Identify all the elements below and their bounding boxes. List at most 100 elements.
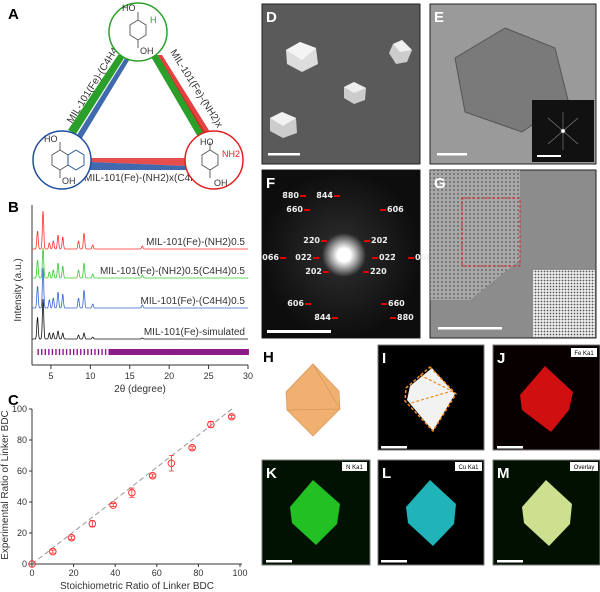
reflection-mark <box>183 349 185 355</box>
reflection-mark <box>168 349 170 355</box>
reflection-mark <box>209 349 212 355</box>
x-tick-label: 60 <box>152 568 162 578</box>
molecule-ndc <box>51 142 85 178</box>
x-tick-label: 25 <box>204 371 214 381</box>
edge-red-bottom <box>90 158 186 166</box>
cu-signal <box>406 480 456 546</box>
reflection-mark <box>131 349 133 355</box>
reflection-mark <box>159 349 161 355</box>
error-bar <box>189 445 195 450</box>
reflection-mark <box>151 349 153 355</box>
element-tag <box>570 462 598 471</box>
reflection-mark <box>152 349 155 355</box>
x-tick-label: 0 <box>29 568 34 578</box>
h-substituent: H <box>150 15 157 25</box>
panel-a: A MIL-101(Fe)-(C4H4)x MIL-101(Fe)-(NH2)x… <box>8 2 244 190</box>
panel-g-hrtem-image: G <box>429 169 597 339</box>
panel-k-n-map: K N Ka1 <box>261 459 371 566</box>
error-bar <box>89 520 95 528</box>
reflection-mark <box>126 349 128 355</box>
reflection-mark <box>171 349 174 355</box>
error-bar <box>69 535 75 540</box>
diffraction-spot-marker <box>300 195 306 197</box>
panel-label-k: K <box>266 465 277 482</box>
element-tag-label: Overlay <box>574 465 595 471</box>
reflection-mark <box>218 349 220 355</box>
error-bar <box>150 473 156 478</box>
panel-label-l: L <box>382 465 391 482</box>
octahedral-crystals <box>270 40 412 138</box>
reflection-mark <box>141 349 143 355</box>
reflection-mark <box>161 349 163 355</box>
reflection-mark <box>196 349 198 355</box>
edge-red-right <box>158 55 210 136</box>
diffraction-spot-marker <box>304 209 310 211</box>
reflection-mark <box>134 349 137 355</box>
miller-index-label: 60̄6 <box>387 205 404 214</box>
miller-index-label: 06̄6 <box>262 253 279 262</box>
x-axis-label: 2θ (degree) <box>114 384 166 395</box>
linker-circle-nh2-bdc <box>184 130 244 190</box>
error-bar <box>50 549 56 554</box>
reflection-mark <box>157 349 160 355</box>
reflection-mark <box>231 349 233 355</box>
reflection-mark <box>229 349 231 355</box>
scale-bar <box>268 153 300 156</box>
reflection-mark <box>175 349 178 355</box>
diffraction-spot-marker <box>313 257 319 259</box>
reflection-mark <box>243 349 246 355</box>
reflection-mark <box>37 349 39 355</box>
reflection-mark <box>239 349 241 355</box>
xrd-trace <box>32 210 248 250</box>
panel-c-scatter-chart: C 0 20 40 60 80 100 0 20 40 60 80 100 Experimental … <box>0 392 248 592</box>
reflection-mark <box>212 349 214 355</box>
reflection-mark <box>138 349 141 355</box>
central-beam <box>322 233 366 277</box>
y-tick-label: 40 <box>17 497 27 507</box>
reflection-mark <box>224 349 227 355</box>
panel-label-a: A <box>8 6 19 23</box>
reflection-mark <box>41 349 43 355</box>
reflection-mark <box>154 349 157 355</box>
error-bar <box>110 503 116 508</box>
reflection-mark <box>186 349 189 355</box>
reflection-mark <box>113 349 115 355</box>
diffraction-spot-marker <box>380 209 386 211</box>
reflection-mark <box>237 349 239 355</box>
reflection-mark <box>241 349 244 355</box>
reflection-mark <box>124 349 126 355</box>
ho-label: HO <box>200 137 214 147</box>
reflection-mark <box>111 349 113 355</box>
reflection-mark <box>117 349 120 355</box>
reflection-mark <box>170 349 173 355</box>
octahedron-outline <box>404 365 457 433</box>
x-axis-label: Stoichiometric Ratio of Linker BDC <box>60 581 214 592</box>
error-bar <box>168 455 174 472</box>
reflection-mark <box>165 349 167 355</box>
reflection-mark <box>48 349 50 355</box>
panel-m-overlay-map: M Overlay <box>492 459 600 566</box>
x-tick-label: 100 <box>232 568 247 578</box>
diffraction-spot-marker <box>323 271 329 273</box>
reflection-mark <box>233 349 235 355</box>
scale-bar <box>381 560 407 563</box>
scale-bar <box>381 446 407 449</box>
reflection-mark <box>179 349 181 355</box>
miller-index-label: 6̄60 <box>286 205 303 214</box>
reflection-mark <box>125 349 127 355</box>
miller-index-label: 8̄80 <box>282 191 299 200</box>
reflection-mark <box>169 349 171 355</box>
reflection-mark <box>156 349 159 355</box>
panel-label-e: E <box>434 9 444 26</box>
reflection-mark <box>227 349 230 355</box>
reflection-mark <box>221 349 224 355</box>
reflection-mark <box>87 349 89 355</box>
reflection-mark <box>205 349 208 355</box>
y-tick-label: 60 <box>17 466 27 476</box>
scale-bar <box>437 153 467 156</box>
reflection-mark <box>180 349 182 355</box>
ho-label: HO <box>44 134 58 144</box>
reflection-mark <box>226 349 229 355</box>
reflection-mark <box>109 349 111 355</box>
